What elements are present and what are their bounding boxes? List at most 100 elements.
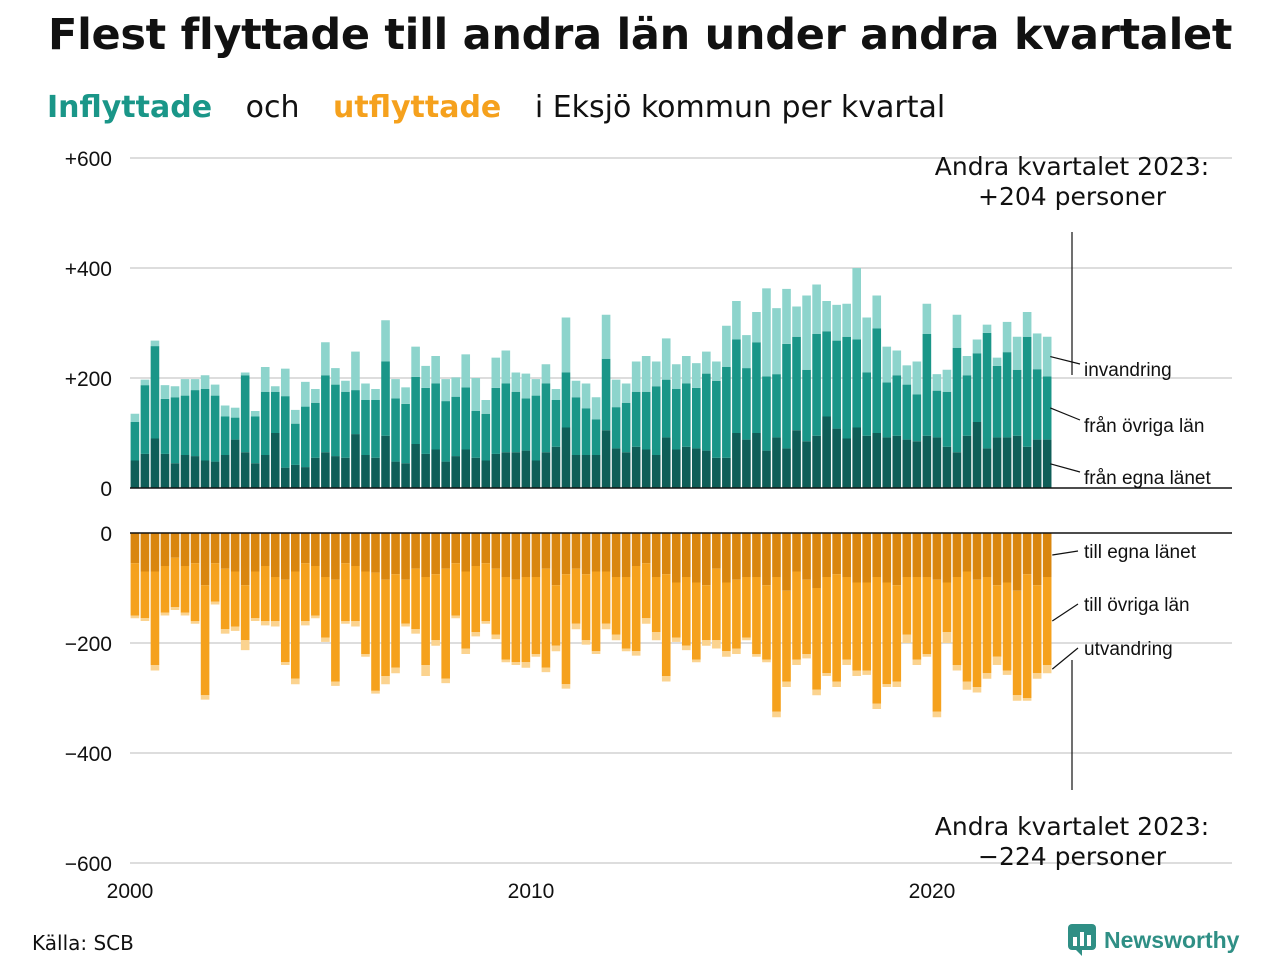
bar-out-utvandring-4 [170, 607, 180, 610]
bar-out-ovriga-43 [561, 574, 571, 685]
bar-in-invandring-34 [471, 378, 481, 411]
bar-out-utvandring-87 [1002, 670, 1012, 675]
bar-in-invandring-54 [671, 364, 681, 389]
bar-out-egna-37 [501, 533, 511, 577]
bar-in-egna-88 [1012, 435, 1022, 488]
bar-in-egna-81 [942, 446, 952, 488]
bar-in-invandring-42 [551, 389, 561, 400]
bar-in-ovriga-66 [792, 336, 801, 431]
bar-out-egna-81 [942, 533, 952, 583]
bar-out-ovriga-31 [441, 568, 450, 679]
bar-in-invandring-85 [982, 324, 992, 333]
bar-in-ovriga-69 [822, 331, 831, 417]
bar-out-egna-1 [140, 533, 150, 572]
bar-in-invandring-37 [501, 350, 511, 384]
bar-out-ovriga-65 [782, 590, 791, 682]
bar-out-ovriga-89 [1022, 574, 1032, 698]
bar-out-ovriga-87 [1002, 582, 1012, 671]
bar-out-utvandring-39 [521, 662, 531, 668]
y-tick-top-3: 0 [100, 478, 112, 501]
bar-out-egna-45 [581, 533, 591, 575]
bar-out-ovriga-38 [511, 579, 521, 663]
bar-in-egna-71 [842, 438, 851, 488]
bar-in-ovriga-87 [1002, 352, 1012, 438]
bar-out-ovriga-70 [832, 574, 841, 682]
bar-out-ovriga-78 [912, 577, 922, 660]
bar-out-egna-46 [591, 533, 601, 572]
bar-out-egna-90 [1032, 533, 1042, 586]
bar-out-ovriga-23 [361, 571, 370, 654]
bar-in-ovriga-47 [601, 358, 611, 431]
bar-in-invandring-18 [311, 389, 320, 403]
bar-out-ovriga-50 [631, 566, 641, 652]
bar-in-egna-75 [882, 437, 892, 488]
bar-out-utvandring-72 [852, 670, 861, 676]
newsworthy-logo-icon [1068, 924, 1096, 956]
bar-in-ovriga-15 [280, 396, 290, 468]
bar-in-ovriga-67 [802, 369, 811, 442]
series-label-in-1: från övriga län [1084, 416, 1204, 437]
bar-out-utvandring-81 [942, 632, 952, 643]
bar-in-egna-62 [752, 433, 761, 488]
series-label-in-0: från egna länet [1084, 468, 1211, 489]
bar-in-invandring-24 [371, 389, 380, 400]
bar-out-egna-69 [822, 533, 831, 577]
bar-in-ovriga-1 [140, 385, 150, 454]
bar-in-invandring-19 [321, 342, 330, 376]
bar-out-ovriga-40 [531, 577, 541, 654]
bar-in-invandring-91 [1042, 336, 1052, 377]
bar-out-utvandring-14 [270, 621, 280, 627]
bar-in-invandring-26 [391, 379, 400, 399]
bar-out-utvandring-77 [902, 634, 912, 643]
bar-in-ovriga-63 [762, 376, 771, 451]
bar-in-ovriga-77 [902, 384, 912, 440]
bar-in-egna-7 [200, 460, 210, 488]
bar-out-utvandring-3 [160, 612, 170, 616]
bar-in-ovriga-9 [220, 416, 230, 455]
bar-in-invandring-16 [291, 409, 300, 424]
bar-in-ovriga-24 [371, 400, 380, 458]
bar-in-invandring-55 [681, 356, 691, 384]
bar-out-egna-79 [922, 533, 932, 577]
bar-out-ovriga-32 [451, 563, 460, 616]
bar-out-egna-76 [892, 533, 902, 586]
bar-in-invandring-36 [491, 357, 501, 388]
bar-in-invandring-4 [170, 386, 180, 398]
bar-in-invandring-21 [341, 380, 350, 392]
bar-in-invandring-46 [591, 397, 601, 420]
bar-out-ovriga-45 [581, 574, 591, 641]
bar-in-egna-77 [902, 439, 912, 488]
bar-out-utvandring-83 [962, 681, 972, 690]
y-tick-top-2: +200 [65, 368, 112, 391]
bar-in-invandring-69 [822, 301, 831, 332]
bar-out-utvandring-32 [451, 615, 460, 619]
bar-out-egna-12 [250, 533, 260, 572]
bar-out-utvandring-13 [260, 621, 270, 626]
bar-out-egna-42 [551, 533, 561, 586]
bar-in-egna-82 [952, 452, 962, 488]
bar-out-egna-39 [521, 533, 531, 577]
bar-in-invandring-15 [280, 368, 290, 397]
bar-in-invandring-68 [812, 284, 821, 334]
bar-out-ovriga-91 [1042, 577, 1052, 665]
bar-out-utvandring-47 [601, 623, 611, 630]
bar-out-utvandring-37 [501, 659, 511, 663]
bar-in-invandring-72 [852, 268, 861, 340]
bar-out-egna-26 [391, 533, 400, 575]
bar-out-egna-54 [671, 533, 681, 583]
bar-in-invandring-75 [882, 346, 892, 383]
bar-in-invandring-40 [531, 379, 541, 396]
leader-in-0 [1050, 463, 1081, 473]
bar-in-egna-31 [441, 461, 450, 488]
bar-in-invandring-60 [732, 301, 741, 340]
y-tick-top-1: +400 [65, 258, 112, 281]
bar-out-egna-36 [491, 533, 501, 569]
bar-out-egna-38 [511, 533, 521, 580]
bar-in-invandring-41 [541, 364, 551, 384]
bar-in-egna-55 [681, 446, 691, 488]
bar-out-utvandring-68 [812, 689, 821, 696]
bar-out-ovriga-41 [541, 568, 551, 668]
bar-out-utvandring-54 [671, 637, 681, 642]
bar-out-egna-59 [722, 533, 731, 583]
bar-out-ovriga-14 [270, 577, 280, 621]
